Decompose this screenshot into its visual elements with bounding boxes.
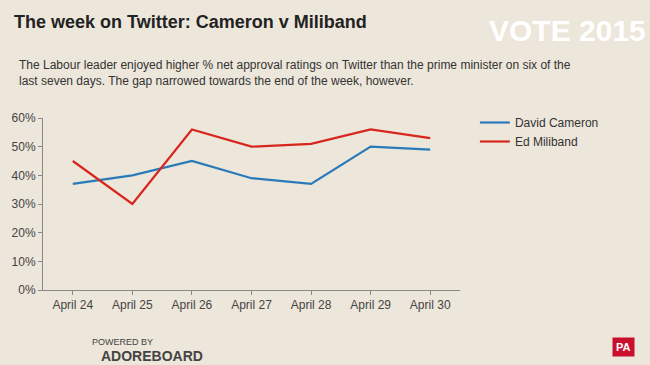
svg-text:David Cameron: David Cameron xyxy=(515,116,598,130)
svg-text:0%: 0% xyxy=(18,283,36,297)
svg-text:April 26: April 26 xyxy=(172,298,213,312)
svg-text:10%: 10% xyxy=(12,255,36,269)
svg-text:The week on Twitter: Cameron v: The week on Twitter: Cameron v Miliband xyxy=(14,12,367,32)
svg-text:40%: 40% xyxy=(12,169,36,183)
svg-text:April 28: April 28 xyxy=(291,298,332,312)
svg-text:ADOREBOARD: ADOREBOARD xyxy=(101,348,203,364)
svg-text:April 25: April 25 xyxy=(112,298,153,312)
svg-text:April 29: April 29 xyxy=(350,298,391,312)
svg-text:20%: 20% xyxy=(12,226,36,240)
svg-text:POWERED BY: POWERED BY xyxy=(92,337,153,347)
svg-text:PA: PA xyxy=(616,341,631,353)
svg-text:50%: 50% xyxy=(12,140,36,154)
svg-text:The Labour leader enjoyed high: The Labour leader enjoyed higher % net a… xyxy=(19,58,571,88)
svg-text:30%: 30% xyxy=(12,197,36,211)
svg-text:Ed Miliband: Ed Miliband xyxy=(515,135,578,149)
svg-text:April 27: April 27 xyxy=(231,298,272,312)
svg-text:60%: 60% xyxy=(12,111,36,125)
svg-text:VOTE 2015: VOTE 2015 xyxy=(489,14,646,47)
svg-text:April 24: April 24 xyxy=(52,298,93,312)
svg-text:April 30: April 30 xyxy=(410,298,451,312)
